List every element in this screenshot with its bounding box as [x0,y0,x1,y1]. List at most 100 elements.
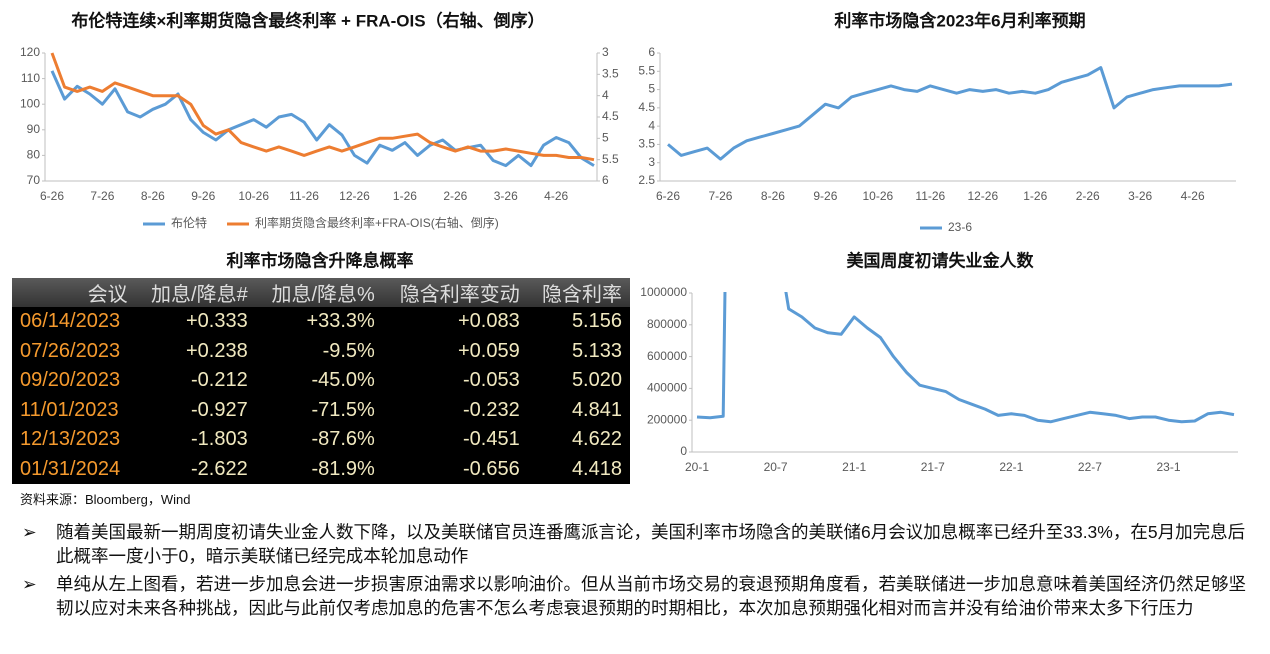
x-tick-label: 8-26 [761,189,785,203]
x-tick-label: 9-26 [191,189,215,203]
table-cell: -71.5% [311,398,375,421]
table-cell: 5.020 [571,369,622,392]
y2-tick-label: 4 [602,88,609,102]
x-tick-label: 3-26 [1128,189,1152,203]
y2-tick-label: 4.5 [602,109,619,123]
table-row: 01/31/2024 -2.622 -81.9% -0.656 4.418 [12,455,630,485]
x-tick-label: 20-7 [764,460,788,474]
y-tick-label: 5 [648,82,655,96]
table-cell: -0.232 [462,398,520,421]
x-tick-label: 7-26 [90,189,114,203]
x-tick-label: 8-26 [141,189,165,203]
table-cell: -9.5% [322,339,375,362]
bullet-text: 单纯从左上图看，若进一步加息会进一步损害原油需求以影响油价。但从当前市场交易的衰… [56,574,1246,618]
table-cell: -87.6% [311,428,375,451]
x-tick-label: 22-7 [1078,460,1102,474]
table-cell: 4.622 [571,428,622,451]
y-tick-label: 1000000 [640,285,687,299]
header-cell: 隐含利率 [527,278,630,307]
table-cell: +0.333 [185,310,248,333]
y-tick-label: 800000 [647,317,687,331]
x-tick-label: 22-1 [999,460,1023,474]
table-cell: -0.053 [462,369,520,392]
x-tick-label: 9-26 [813,189,837,203]
y-tick-label: 200000 [647,412,687,426]
table-cell: +0.059 [457,339,520,362]
x-tick-label: 12-26 [967,189,998,203]
table-cell: -45.0% [311,369,375,392]
x-tick-label: 23-1 [1156,460,1180,474]
x-tick-label: 4-26 [1181,189,1205,203]
y-tick-label: 70 [27,173,41,187]
table-cell: 12/13/2023 [20,428,121,451]
x-tick-label: 6-26 [656,189,680,203]
x-tick-label: 11-26 [289,189,319,203]
table-row: 09/20/2023 -0.212 -45.0% -0.053 5.020 [12,366,630,396]
y-tick-label: 120 [20,45,40,59]
table-cell: -2.622 [190,457,248,480]
y-tick-label: 0 [680,444,687,458]
y-tick-label: 4 [648,118,655,132]
header-cell: 加息/降息# [135,278,256,307]
x-tick-label: 2-26 [443,189,467,203]
series-line [50,52,595,162]
table-row: 06/14/2023 +0.333 +33.3% +0.083 5.156 [12,307,630,337]
table-cell: +0.238 [185,339,248,362]
y-tick-label: 5.5 [638,63,655,77]
x-tick-label: 21-1 [842,460,866,474]
table-row: 12/13/2023 -1.803 -87.6% -0.451 4.622 [12,425,630,455]
table-cell: -0.656 [462,457,520,480]
bullet-text: 随着美国最新一期周度初请失业金人数下降，以及美联储官员连番鹰派言论，美国利率市场… [56,522,1246,566]
y-tick-label: 90 [27,122,41,136]
table-cell: +33.3% [306,310,375,333]
x-tick-label: 6-26 [40,189,64,203]
y-tick-label: 6 [648,45,655,59]
probability-table: 会议 加息/降息# 加息/降息% 隐含利率变动 隐含利率 06/14/2023 +0.333… [12,278,630,484]
y-tick-label: 400000 [647,381,687,395]
x-tick-label: 12-26 [339,189,370,203]
y-tick-label: 600000 [647,349,687,363]
table-cell: -0.927 [190,398,248,421]
table-cell: -0.451 [462,428,520,451]
table-cell: -1.803 [190,428,248,451]
table-cell: 5.156 [571,310,622,333]
table-cell: 07/26/2023 [20,339,121,362]
table-cell: 01/31/2024 [20,457,121,480]
chart-title: 美国周度初请失业金人数 [847,250,1035,270]
header-cell: 隐含利率变动 [382,278,528,307]
y-tick-label: 3.5 [638,137,655,151]
table-cell: 09/20/2023 [20,369,121,392]
table-cell: -81.9% [311,457,375,480]
x-tick-label: 10-26 [863,189,894,203]
x-tick-label: 3-26 [494,189,518,203]
chart-title: 布伦特连续×利率期货隐含最终利率 + FRA-OIS（右轴、倒序） [71,10,544,30]
series-line [696,292,1235,424]
y-tick-label: 100 [20,96,40,110]
source-note: 资料来源：Bloomberg，Wind [20,492,191,507]
y-tick-label: 4.5 [638,100,655,114]
header-cell: 会议 [12,278,136,307]
x-tick-label: 7-26 [708,189,732,203]
y2-tick-label: 6 [602,173,609,187]
x-tick-label: 2-26 [1076,189,1100,203]
x-tick-label: 21-7 [921,460,945,474]
table-cell: +0.083 [457,310,520,333]
x-tick-label: 20-1 [685,460,709,474]
table-cell: 06/14/2023 [20,310,121,333]
table-cell: 4.841 [571,398,622,421]
table-cell: 5.133 [571,339,622,362]
x-tick-label: 1-26 [393,189,417,203]
x-tick-label: 4-26 [544,189,568,203]
y2-tick-label: 3 [602,45,609,59]
series-line [50,70,595,168]
legend-label: 布伦特 [171,215,207,230]
x-tick-label: 11-26 [915,189,945,203]
series-line [667,66,1233,161]
legend-label: 利率期货隐含最终利率+FRA-OIS(右轴、倒序) [255,215,499,230]
table-cell: -0.212 [190,369,248,392]
x-tick-label: 1-26 [1023,189,1047,203]
x-tick-label: 10-26 [238,189,269,203]
table-row: 07/26/2023 +0.238 -9.5% +0.059 5.133 [12,337,630,367]
table-title: 利率市场隐含升降息概率 [227,250,414,270]
